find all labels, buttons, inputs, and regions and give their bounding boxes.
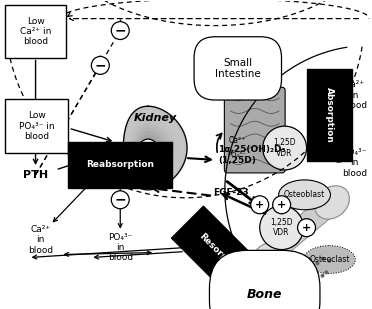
Ellipse shape [253,243,282,271]
Circle shape [308,258,312,262]
Circle shape [263,126,307,170]
Text: 1α-OHase: 1α-OHase [129,154,167,163]
Polygon shape [123,106,187,190]
Text: PTH: PTH [23,170,48,180]
Text: +: + [277,200,286,210]
Polygon shape [138,132,164,165]
Circle shape [327,259,331,263]
Polygon shape [145,142,153,154]
FancyBboxPatch shape [5,5,67,58]
Text: Ca²⁺
in
blood: Ca²⁺ in blood [28,225,53,255]
Circle shape [304,278,308,282]
Text: Low
Ca²⁺ in
blood: Low Ca²⁺ in blood [20,17,51,46]
Text: PO₄³⁻: PO₄³⁻ [227,152,246,158]
Circle shape [312,268,315,272]
Polygon shape [141,135,160,161]
Ellipse shape [315,186,349,219]
Polygon shape [142,139,157,157]
Text: Absorption: Absorption [325,87,334,143]
Text: PO₄²⁻: PO₄²⁻ [264,250,285,259]
Text: +: + [144,143,153,153]
Text: +: + [302,223,311,233]
Polygon shape [125,110,184,186]
Circle shape [298,219,315,237]
Polygon shape [130,117,177,179]
Text: FGF-23: FGF-23 [213,188,248,197]
Text: 25(OH)D₃: 25(OH)D₃ [68,178,108,187]
Circle shape [260,206,304,250]
Text: Ca²⁺: Ca²⁺ [132,167,149,176]
Text: +: + [255,200,264,210]
Text: Ca²⁺: Ca²⁺ [266,265,283,274]
Circle shape [139,139,157,157]
Text: Osteoblast: Osteoblast [284,190,325,199]
Text: 1,25D
VDR: 1,25D VDR [273,138,296,158]
Text: 1,25D
VDR: 1,25D VDR [270,218,293,237]
Ellipse shape [279,180,330,210]
Polygon shape [132,121,174,176]
Circle shape [315,261,320,265]
Text: PO₄³⁻
in
blood: PO₄³⁻ in blood [342,148,367,178]
Polygon shape [134,124,170,172]
Text: Reabsorption: Reabsorption [86,160,154,169]
Text: Resorption: Resorption [197,232,243,277]
Polygon shape [123,106,187,190]
Ellipse shape [304,246,355,273]
Circle shape [273,196,291,214]
Text: Kidney: Kidney [134,113,177,123]
Text: −: − [94,58,106,72]
Text: PO₄³⁻
in
blood: PO₄³⁻ in blood [108,233,133,262]
Polygon shape [136,128,167,168]
Circle shape [92,57,109,74]
Text: Small
Intestine: Small Intestine [215,57,261,79]
Text: PO₄³⁻: PO₄³⁻ [153,169,171,175]
FancyBboxPatch shape [224,87,285,173]
Text: −: − [142,171,154,185]
Text: −: − [115,23,126,38]
Circle shape [311,264,315,268]
Circle shape [324,270,328,274]
Circle shape [111,191,129,209]
Circle shape [303,281,307,286]
Circle shape [321,274,324,278]
Circle shape [307,257,311,261]
Circle shape [139,169,157,187]
FancyBboxPatch shape [5,99,68,153]
Text: Ca²⁺: Ca²⁺ [228,136,246,145]
Text: Ca²⁺
in
blood: Ca²⁺ in blood [342,80,367,110]
Text: Low
PO₄³⁻ in
blood: Low PO₄³⁻ in blood [19,111,54,141]
Text: Osteoclast: Osteoclast [309,255,350,264]
Circle shape [321,257,325,261]
Circle shape [314,281,318,285]
Circle shape [251,196,269,214]
Text: 1α,25(OH)₂D₃
(1,25D): 1α,25(OH)₂D₃ (1,25D) [218,145,285,165]
Circle shape [111,22,129,40]
Polygon shape [147,146,150,150]
Polygon shape [260,194,339,265]
Text: Bone: Bone [247,288,282,301]
Polygon shape [128,113,180,183]
Text: −: − [115,193,126,207]
